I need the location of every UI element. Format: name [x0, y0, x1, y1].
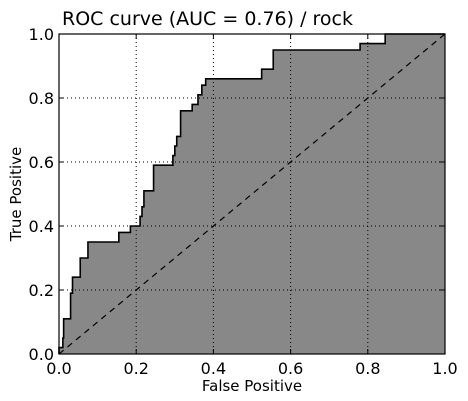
y-tick-label: 0.2	[29, 281, 54, 300]
x-tick-label: 1.0	[432, 359, 457, 378]
x-tick-label: 0.8	[355, 359, 380, 378]
x-tick-label: 0.0	[46, 359, 71, 378]
y-tick-label: 1.0	[29, 25, 54, 44]
roc-curve-line	[58, 33, 445, 354]
plot-frame	[58, 33, 446, 355]
x-tick-label: 0.6	[278, 359, 303, 378]
plot-area: 0.0 0.2 0.4 0.6 0.8 1.0 0.0 0.2 0.4 0.6 0.8 1.0	[29, 25, 458, 378]
chart-title: ROC curve (AUC = 0.76) / rock	[62, 8, 353, 30]
y-axis-label: True Positive	[7, 147, 25, 242]
x-axis-label: False Positive	[202, 377, 302, 395]
y-tick-label: 0.8	[29, 89, 54, 108]
x-tick-label: 0.4	[201, 359, 226, 378]
x-tick-label: 0.2	[123, 359, 148, 378]
y-tick-label: 0.4	[29, 217, 54, 236]
y-tick-label: 0.0	[29, 345, 54, 364]
y-tick-label: 0.6	[29, 153, 54, 172]
